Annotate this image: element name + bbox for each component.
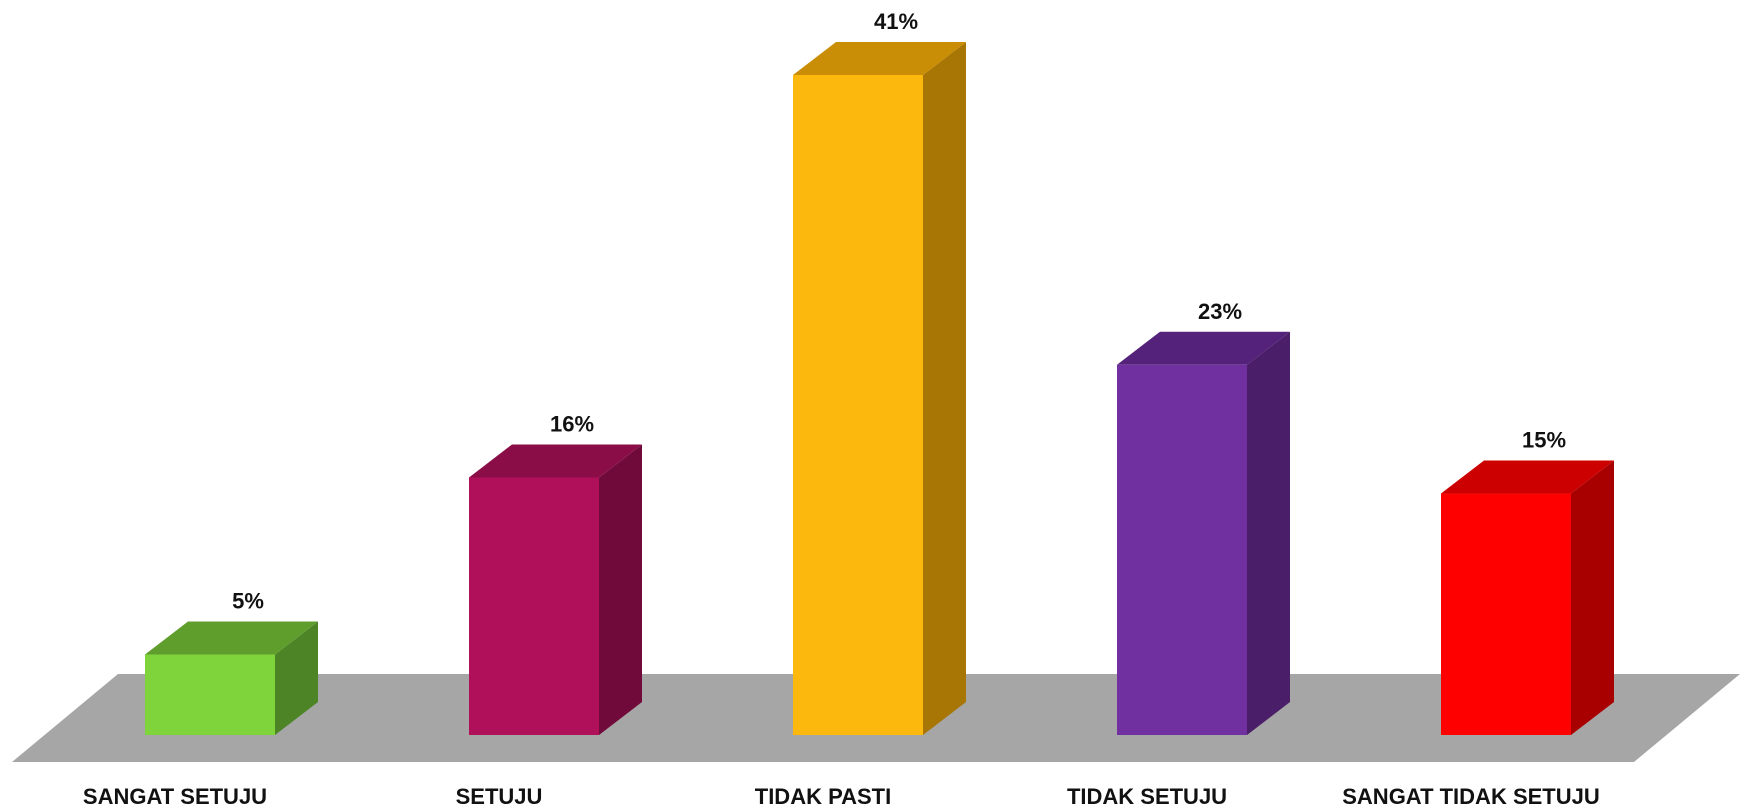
category-label: SANGAT SETUJU bbox=[83, 784, 267, 809]
bar-side bbox=[599, 444, 642, 735]
value-label: 5% bbox=[232, 589, 264, 614]
category-label: SANGAT TIDAK SETUJU bbox=[1342, 784, 1600, 809]
category-label: TIDAK PASTI bbox=[755, 784, 891, 809]
bar-side bbox=[1571, 460, 1614, 735]
bar-top bbox=[145, 621, 318, 655]
bar-front bbox=[1117, 364, 1247, 735]
bar-front bbox=[469, 477, 599, 735]
category-label: TIDAK SETUJU bbox=[1067, 784, 1227, 809]
bar-tidak-pasti bbox=[793, 42, 966, 735]
value-label: 23% bbox=[1198, 299, 1242, 324]
bar-front bbox=[145, 654, 275, 735]
bar-sangat-tidak-setuju bbox=[1441, 460, 1614, 735]
bar-top bbox=[1117, 331, 1290, 365]
value-labels-group: 5% 16% 41% 23% 15% bbox=[232, 9, 1566, 614]
bar-tidak-setuju bbox=[1117, 331, 1290, 735]
bar-side bbox=[275, 621, 318, 735]
value-label: 16% bbox=[550, 411, 594, 436]
value-label: 15% bbox=[1522, 428, 1566, 453]
bars-group bbox=[145, 42, 1614, 735]
bar-sangat-setuju bbox=[145, 621, 318, 735]
bar-front bbox=[793, 75, 923, 735]
value-label: 41% bbox=[874, 9, 918, 34]
category-label: SETUJU bbox=[456, 784, 543, 809]
bar-top bbox=[1441, 460, 1614, 494]
bar-front bbox=[1441, 493, 1571, 735]
bar-top bbox=[469, 444, 642, 478]
bar-top bbox=[793, 42, 966, 75]
bar-setuju bbox=[469, 444, 642, 735]
bar-side bbox=[1247, 331, 1290, 735]
category-labels-group: SANGAT SETUJU SETUJU TIDAK PASTI TIDAK SETU… bbox=[83, 784, 1600, 809]
bar-side bbox=[923, 42, 966, 735]
